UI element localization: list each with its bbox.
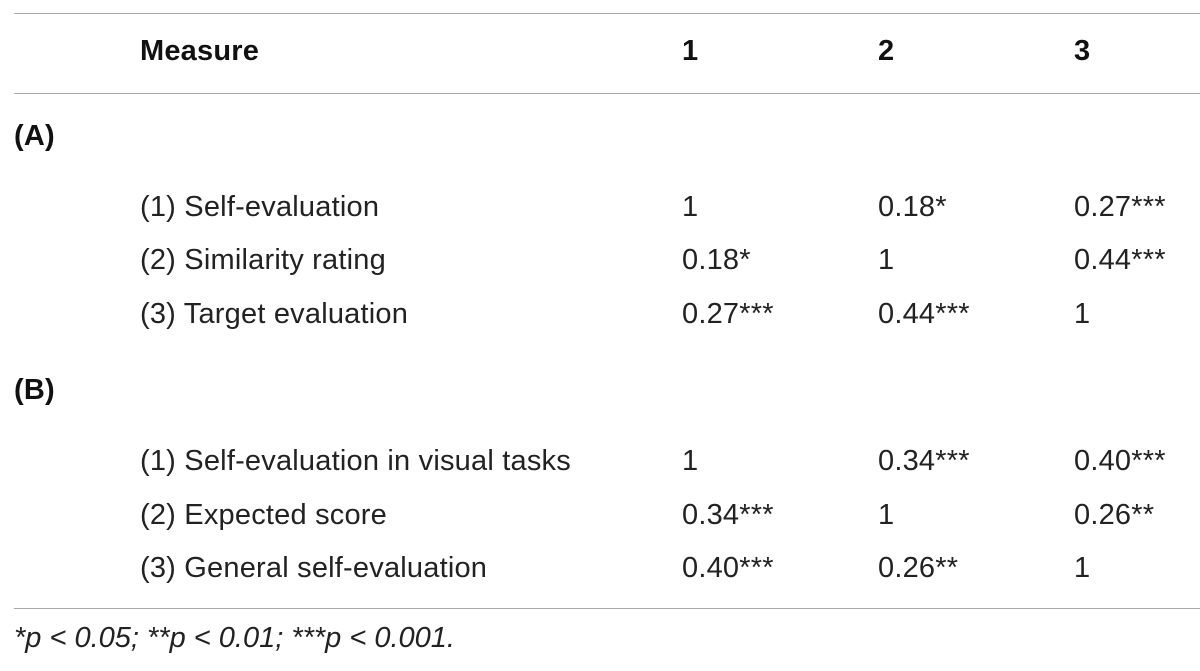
row-value-2: 1: [878, 244, 895, 276]
header-col-2: 2: [878, 35, 895, 67]
header-col-3: 3: [1074, 35, 1091, 67]
table-bottom-rule: [14, 608, 1200, 609]
section-label-a: (A): [14, 120, 55, 152]
table-top-rule: [14, 13, 1200, 14]
row-value-1: 1: [682, 445, 699, 477]
row-value-3: 1: [1074, 298, 1091, 330]
row-measure: (1) Self-evaluation in visual tasks: [140, 445, 571, 477]
row-value-2: 0.18*: [878, 191, 947, 223]
row-value-1: 0.40***: [682, 552, 774, 584]
header-measure: Measure: [140, 35, 260, 67]
row-measure: (3) General self-evaluation: [140, 552, 488, 584]
section-label-b: (B): [14, 374, 55, 406]
row-measure: (1) Self-evaluation: [140, 191, 380, 223]
table-footnote: *p < 0.05; **p < 0.01; ***p < 0.001.: [14, 622, 455, 654]
row-value-3: 0.26**: [1074, 499, 1155, 531]
row-value-3: 0.44***: [1074, 244, 1166, 276]
row-measure: (2) Similarity rating: [140, 244, 386, 276]
row-value-3: 0.27***: [1074, 191, 1166, 223]
row-value-2: 0.26**: [878, 552, 959, 584]
row-value-2: 0.44***: [878, 298, 970, 330]
row-measure: (3) Target evaluation: [140, 298, 409, 330]
row-value-3: 1: [1074, 552, 1091, 584]
row-value-1: 1: [682, 191, 699, 223]
row-value-2: 1: [878, 499, 895, 531]
header-col-1: 1: [682, 35, 699, 67]
row-value-1: 0.34***: [682, 499, 774, 531]
row-value-1: 0.27***: [682, 298, 774, 330]
row-value-2: 0.34***: [878, 445, 970, 477]
row-measure: (2) Expected score: [140, 499, 387, 531]
header-rule: [14, 93, 1200, 94]
row-value-3: 0.40***: [1074, 445, 1166, 477]
row-value-1: 0.18*: [682, 244, 751, 276]
